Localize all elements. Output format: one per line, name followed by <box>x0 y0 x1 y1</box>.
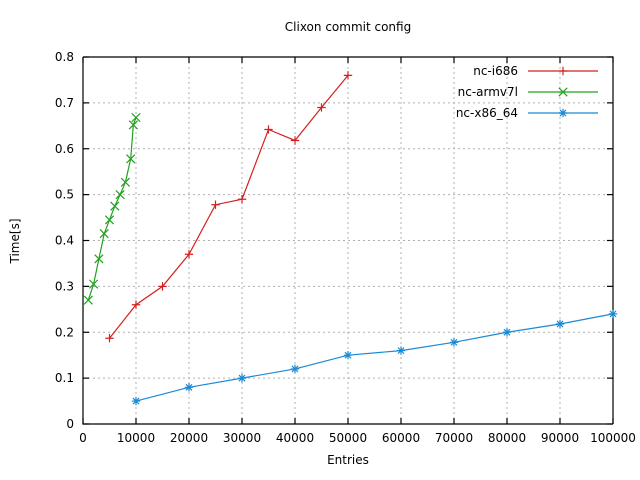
data-point-marker <box>105 334 114 343</box>
data-point-marker <box>396 346 406 355</box>
data-point-marker <box>126 154 136 164</box>
axis-border <box>82 57 613 425</box>
data-point-marker <box>264 125 273 134</box>
data-point-marker <box>83 295 93 305</box>
data-point-marker <box>131 112 141 123</box>
data-point-marker <box>128 120 138 130</box>
axis-border-top-right <box>83 56 614 424</box>
grid-lines <box>83 56 613 424</box>
data-point-marker <box>290 364 300 374</box>
y-tick-label: 0.6 <box>55 142 74 156</box>
data-point-marker <box>317 103 326 112</box>
data-series <box>83 71 618 406</box>
data-point-marker <box>237 373 247 383</box>
x-tick-label: 50000 <box>329 431 367 445</box>
x-axis-label: Entries <box>327 453 369 467</box>
data-point-marker <box>158 282 167 291</box>
y-tick-label: 0.7 <box>55 96 74 110</box>
data-point-marker <box>88 279 99 289</box>
data-point-marker <box>211 200 220 209</box>
y-tick-label: 0 <box>66 417 74 431</box>
series-nc-i686 <box>105 71 353 343</box>
data-point-marker <box>131 396 141 406</box>
legend: nc-i686 nc-armv7l nc-x86_64 <box>456 64 598 120</box>
x-tick-label: 80000 <box>488 431 526 445</box>
data-point-marker <box>184 250 194 259</box>
data-point-marker <box>290 136 300 145</box>
data-point-marker <box>115 190 125 200</box>
data-point-marker <box>343 71 353 80</box>
data-point-marker <box>110 201 120 211</box>
x-tick-label: 0 <box>79 431 87 445</box>
legend-marker-nc-armv7l <box>558 87 568 97</box>
y-tick-label: 0.2 <box>55 325 74 339</box>
x-axis-ticks: 0 10000 20000 30000 40000 50000 60000 70000 8000… <box>79 57 636 445</box>
data-point-marker <box>99 228 109 239</box>
x-tick-label: 30000 <box>223 431 261 445</box>
x-tick-label: 100000 <box>590 431 636 445</box>
data-point-marker <box>608 309 618 319</box>
y-tick-label: 0.5 <box>55 188 74 202</box>
chart-title: Clixon commit config <box>285 20 411 34</box>
legend-marker-nc-i686 <box>558 66 568 76</box>
legend-label-nc-x86_64: nc-x86_64 <box>456 106 518 120</box>
y-axis-label: Time[s] <box>8 219 22 265</box>
data-point-marker <box>237 195 247 204</box>
data-point-marker <box>502 328 512 337</box>
data-point-marker <box>555 319 565 329</box>
x-tick-label: 40000 <box>276 431 314 445</box>
x-tick-label: 10000 <box>117 431 155 445</box>
y-tick-label: 0.8 <box>55 50 74 64</box>
data-point-marker <box>449 338 459 347</box>
data-point-marker <box>120 177 131 187</box>
y-tick-label: 0.1 <box>55 371 74 385</box>
y-tick-label: 0.4 <box>55 234 74 248</box>
y-axis-ticks: 0 0.1 0.2 0.3 0.4 0.5 0.6 0.7 0.8 <box>55 50 613 431</box>
data-point-marker <box>131 300 141 309</box>
series-nc-x86_64 <box>131 309 618 406</box>
series-line-nc-x86_64 <box>135 313 614 402</box>
x-tick-label: 20000 <box>170 431 208 445</box>
data-point-marker <box>104 215 115 225</box>
series-line-nc-i686 <box>109 74 349 339</box>
legend-label-nc-armv7l: nc-armv7l <box>458 85 518 99</box>
legend-marker-nc-x86_64 <box>558 108 568 118</box>
data-point-marker <box>94 254 104 264</box>
data-point-marker <box>343 350 353 360</box>
x-tick-label: 90000 <box>541 431 579 445</box>
y-tick-label: 0.3 <box>55 279 74 293</box>
series-nc-armv7l <box>83 112 141 305</box>
x-tick-label: 60000 <box>382 431 420 445</box>
data-point-marker <box>184 383 194 392</box>
x-tick-label: 70000 <box>435 431 473 445</box>
legend-label-nc-i686: nc-i686 <box>473 64 518 78</box>
